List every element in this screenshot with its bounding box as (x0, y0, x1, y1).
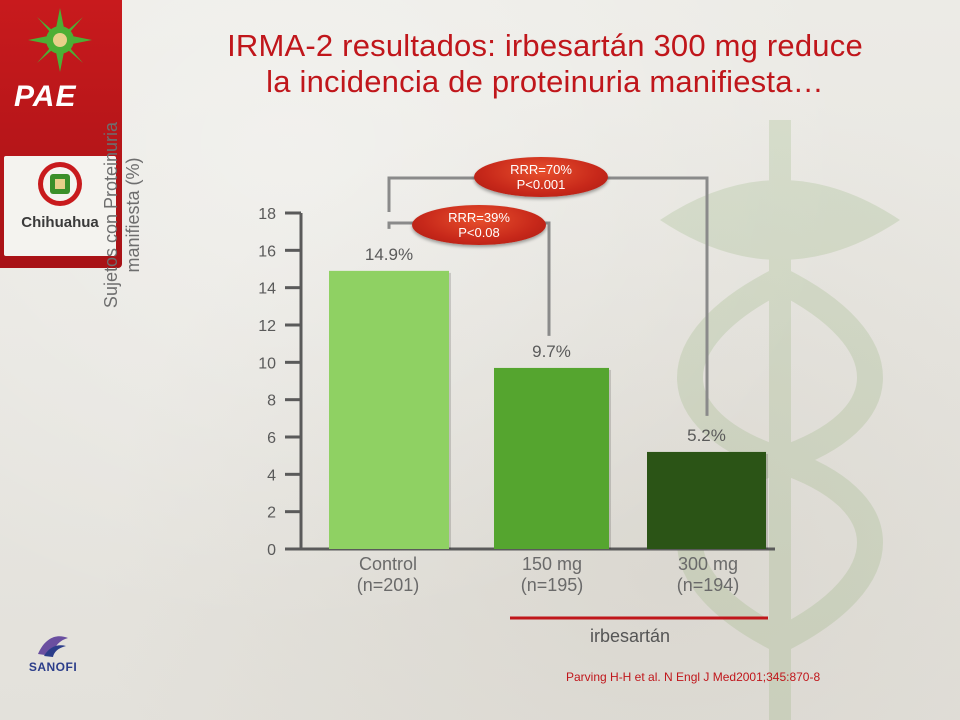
logo-sidebar: PAE Chihuahua (0, 0, 122, 268)
y-tick-label-12: 12 (258, 318, 276, 335)
y-tick-label-6: 6 (267, 430, 276, 447)
data-label-150mg: 9.7% (532, 342, 571, 361)
chihuahua-shield-icon (38, 162, 82, 206)
y-tick-label-16: 16 (258, 243, 276, 260)
category-label-control-line-2: (n=201) (356, 575, 420, 595)
data-label-control: 14.9% (365, 245, 413, 264)
rrr-badge-150mg: RRR=39% P<0.08 (412, 205, 546, 245)
sanofi-logo-text: SANOFI (28, 660, 78, 674)
y-axis-label-line-1: Sujetos con Proteinuria (101, 121, 121, 309)
y-tick-label-10: 10 (258, 355, 276, 372)
category-label-150mg-line-2: (n=195) (520, 575, 584, 595)
category-label-300mg: 300 mg (n=194) (638, 554, 778, 596)
rrr-badge-150mg-line-2: P<0.08 (458, 225, 500, 240)
pae-emblem-icon (28, 8, 92, 72)
y-tick-label-18: 18 (258, 206, 276, 223)
rrr-badge-300mg-line-1: RRR=70% (510, 162, 572, 177)
y-axis-label-line-2: manifiesta (%) (123, 157, 143, 273)
chihuahua-logo-text: Chihuahua (21, 214, 99, 231)
category-label-control: Control (n=201) (318, 554, 458, 596)
rrr-badge-150mg-line-1: RRR=39% (448, 210, 510, 225)
pae-logo-text: PAE (14, 80, 77, 113)
title-line-2: la incidencia de proteinuria manifiesta… (266, 64, 824, 99)
bar-300mg (647, 451, 766, 549)
category-label-300mg-line-1: 300 mg (677, 554, 739, 574)
page-title: IRMA-2 resultados: irbesartán 300 mg red… (150, 28, 940, 100)
category-label-150mg-line-1: 150 mg (521, 554, 583, 574)
y-tick-label-8: 8 (267, 393, 276, 410)
rrr-badge-300mg-line-2: P<0.001 (516, 177, 566, 192)
y-tick-label-0: 0 (267, 542, 276, 559)
y-tick-label-4: 4 (267, 467, 276, 484)
title-line-1: IRMA-2 resultados: irbesartán 300 mg red… (227, 28, 863, 63)
category-label-300mg-line-2: (n=194) (676, 575, 740, 595)
chihuahua-logo-panel: Chihuahua (4, 156, 116, 256)
citation: Parving H-H et al. N Engl J Med2001;345:… (566, 670, 821, 684)
data-label-300mg: 5.2% (687, 426, 726, 445)
y-tick-label-2: 2 (267, 505, 276, 522)
y-tick-label-14: 14 (258, 281, 276, 298)
y-axis-label: Sujetos con Proteinuria manifiesta (%) (100, 55, 144, 375)
bar-control (329, 270, 449, 549)
sanofi-bird-icon (38, 636, 68, 657)
category-label-control-line-1: Control (358, 554, 418, 574)
caduceus-watermark-icon (660, 120, 900, 720)
rrr-badge-300mg: RRR=70% P<0.001 (474, 157, 608, 197)
bar-150mg (494, 367, 609, 549)
irbesartan-group-label: irbesartán (589, 626, 671, 646)
category-label-150mg: 150 mg (n=195) (482, 554, 622, 596)
